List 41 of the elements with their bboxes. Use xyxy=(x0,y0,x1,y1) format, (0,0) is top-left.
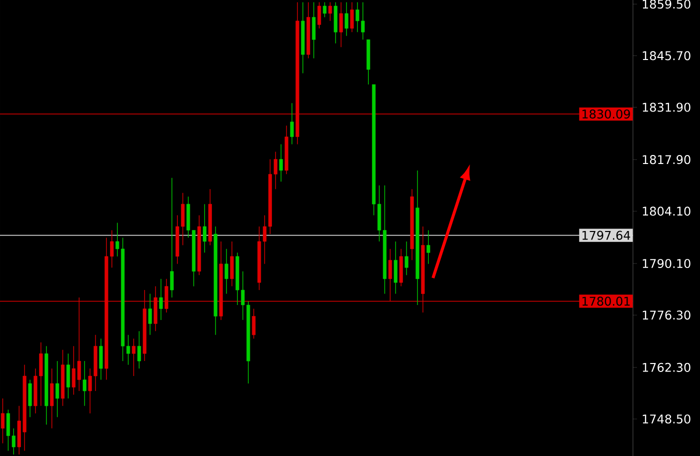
y-tick-label: 1804.10 xyxy=(642,206,690,216)
candlestick xyxy=(317,2,322,29)
y-tick-label: 1817.90 xyxy=(642,155,690,164)
y-tick-label: 1831.90 xyxy=(642,102,690,112)
y-tick-label: 1748.50 xyxy=(642,414,690,424)
candlestick xyxy=(66,353,70,399)
candlestick xyxy=(322,2,326,18)
candlestick xyxy=(404,241,408,276)
y-tick-label: 1790.10 xyxy=(642,258,690,268)
ref-line-label: 1780.01 xyxy=(582,296,630,306)
y-tick-label: 1859.50 xyxy=(642,0,690,9)
candlestick xyxy=(252,308,256,339)
candlestick xyxy=(148,293,152,336)
candlestick xyxy=(28,379,32,418)
candlestick xyxy=(426,230,430,264)
candlestick xyxy=(312,2,316,59)
candlestick xyxy=(126,334,130,366)
candlestick xyxy=(394,241,398,294)
candlestick xyxy=(99,338,103,380)
candlestick xyxy=(137,330,141,369)
ref-line-label: 1797.64 xyxy=(582,230,630,240)
candlestick xyxy=(230,241,234,287)
candlestick xyxy=(50,368,54,429)
candlestick xyxy=(344,2,348,36)
ref-line-label: 1830.09 xyxy=(582,109,630,119)
candlestick xyxy=(170,178,174,298)
y-tick-label: 1776.30 xyxy=(642,310,690,320)
candlestick xyxy=(224,248,228,294)
candlestick xyxy=(132,338,136,376)
candlestick xyxy=(339,2,343,48)
candlestick xyxy=(350,2,354,32)
candlestick xyxy=(202,204,206,254)
candlestick xyxy=(279,144,283,182)
candlestick xyxy=(0,398,5,444)
candlestick xyxy=(290,102,294,145)
candlestick xyxy=(82,360,86,406)
candlestick xyxy=(159,278,163,320)
candlestick xyxy=(56,360,60,418)
candlestick xyxy=(328,2,332,22)
y-tick-label: 1845.70 xyxy=(642,51,690,60)
y-tick-label: 1762.30 xyxy=(642,362,690,372)
